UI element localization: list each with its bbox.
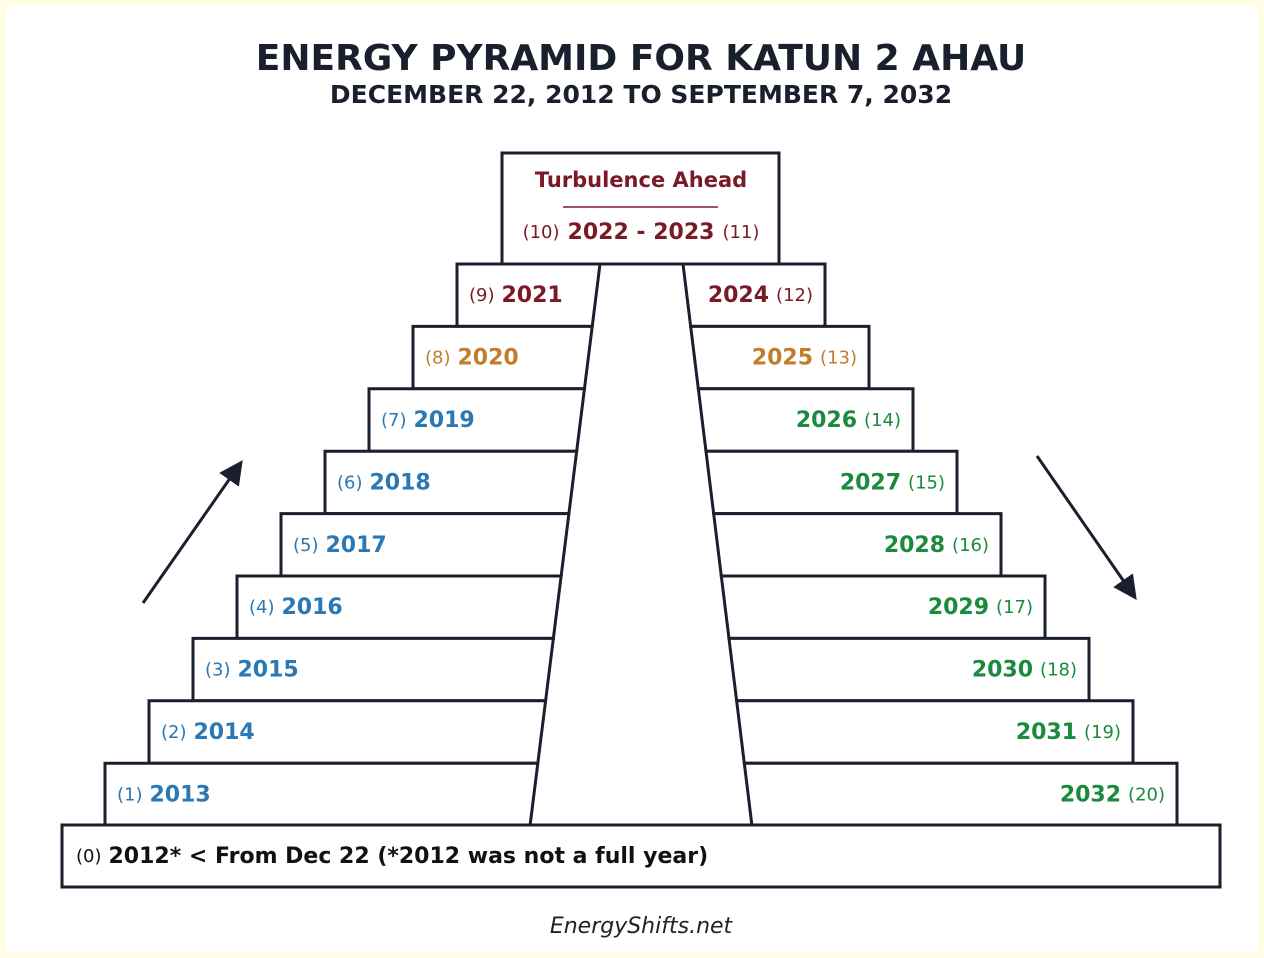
step-year: 2029 [928, 595, 989, 620]
right-step-label: 2027 (15) [840, 470, 945, 495]
step-year: 2017 [326, 533, 387, 558]
step-index: (5) [293, 535, 319, 556]
right-step [727, 636, 1091, 703]
step-year: 2026 [796, 408, 857, 433]
step-index: (15) [908, 472, 945, 493]
peak-right-index: (11) [722, 222, 759, 243]
left-step-label: (8) 2020 [425, 346, 519, 371]
right-step-label: 2031 (19) [1016, 720, 1121, 745]
left-step-label: (9) 2021 [469, 283, 563, 308]
left-step [279, 512, 571, 578]
step-year: 2025 [752, 346, 813, 371]
step-year: 2013 [150, 782, 211, 807]
peak-label: Turbulence Ahead [535, 168, 747, 192]
right-step-label: 2026 (14) [796, 408, 901, 433]
step-year: 2021 [502, 283, 563, 308]
left-step-label: (5) 2017 [293, 533, 387, 558]
step-year: 2027 [840, 470, 901, 495]
step-index: (18) [1040, 660, 1077, 681]
left-step-label: (4) 2016 [249, 595, 343, 620]
step-index: (13) [820, 348, 857, 369]
step-year: 2015 [238, 658, 299, 683]
base-box [60, 823, 1222, 889]
step-index: (8) [425, 348, 451, 369]
base-label: (0) 2012* < From Dec 22 (*2012 was not a … [76, 844, 708, 869]
step-index: (12) [776, 285, 813, 306]
step-index: (4) [249, 597, 275, 618]
step-index: (3) [205, 660, 231, 681]
step-index: (7) [381, 410, 407, 431]
left-step [323, 449, 579, 516]
step-index: (1) [117, 784, 143, 805]
step-year: 2031 [1016, 720, 1077, 745]
down-arrow [1035, 455, 1137, 600]
step-year: 2014 [194, 720, 255, 745]
step-year: 2028 [884, 533, 945, 558]
step-index: (2) [161, 722, 187, 743]
footer: EnergyShifts.net [550, 914, 734, 939]
step-index: (9) [469, 285, 495, 306]
peak-years: (10) 2022 - 2023 (11) [523, 220, 760, 245]
left-step-label: (6) 2018 [337, 470, 431, 495]
right-step-label: 2024 (12) [708, 283, 813, 308]
step-year: 2019 [414, 408, 475, 433]
step-year: 2024 [708, 283, 769, 308]
step-index: (19) [1084, 722, 1121, 743]
step-year: 2016 [282, 595, 343, 620]
title: ENERGY PYRAMID FOR KATUN 2 AHAU [256, 38, 1026, 79]
right-step-label: 2028 (16) [884, 533, 989, 558]
peak-left-index: (10) [523, 222, 560, 243]
right-step-label: 2032 (20) [1060, 782, 1165, 807]
left-step-label: (7) 2019 [381, 408, 475, 433]
base-index: (0) [76, 846, 102, 867]
peak-year-range: 2022 - 2023 [568, 220, 715, 245]
step-index: (16) [952, 535, 989, 556]
base-text: 2012* < From Dec 22 (*2012 was not a ful… [109, 844, 709, 869]
pyramid: Turbulence Ahead (10) 2022 - 2023 (11) (9) 20… [60, 151, 1222, 889]
right-step-label: 2030 (18) [972, 658, 1077, 683]
left-step-label: (3) 2015 [205, 658, 299, 683]
step-index: (14) [864, 410, 901, 431]
left-step-label: (2) 2014 [161, 720, 255, 745]
step-index: (20) [1128, 784, 1165, 805]
up-arrow [141, 460, 243, 604]
right-step-label: 2025 (13) [752, 346, 857, 371]
left-step-label: (1) 2013 [117, 782, 211, 807]
step-year: 2032 [1060, 782, 1121, 807]
peak-box [500, 151, 781, 266]
step-year: 2018 [370, 470, 431, 495]
step-year: 2030 [972, 658, 1033, 683]
subtitle: DECEMBER 22, 2012 TO SEPTEMBER 7, 2032 [330, 80, 952, 109]
step-index: (17) [996, 597, 1033, 618]
step-year: 2020 [458, 346, 519, 371]
step-index: (6) [337, 472, 363, 493]
right-step-label: 2029 (17) [928, 595, 1033, 620]
